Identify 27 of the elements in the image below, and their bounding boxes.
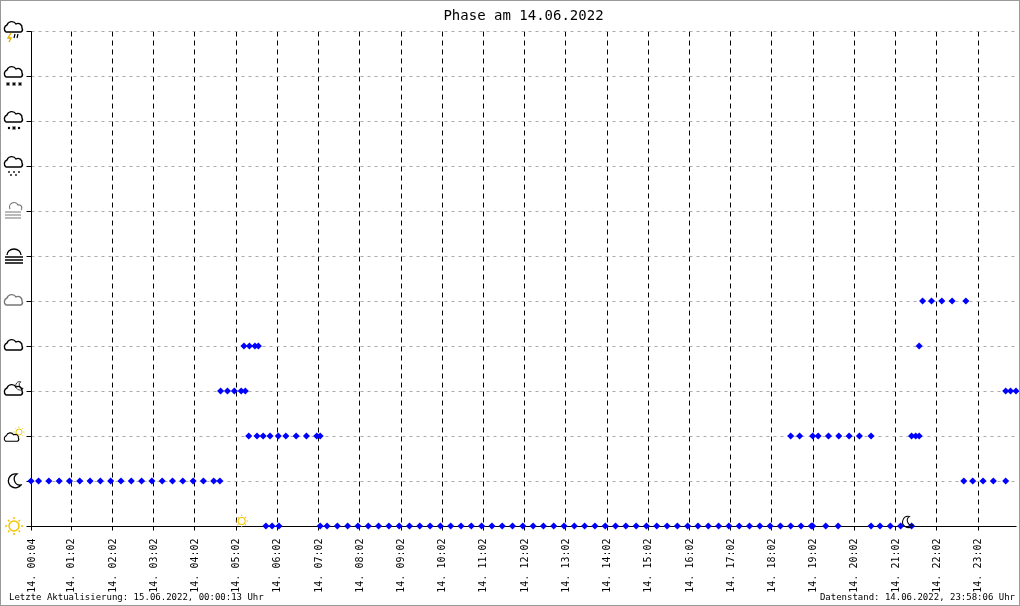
- x-tick-label: 14. 16:02: [683, 538, 695, 593]
- x-tick-label: 14. 10:02: [436, 538, 448, 593]
- x-tick-label: 14. 17:02: [724, 538, 736, 593]
- x-tick-label: 14. 18:02: [765, 538, 777, 593]
- text: Datenstand: 14.06.2022, 23:58:06 Uhr: [819, 592, 1015, 602]
- x-tick-label: 14. 19:02: [807, 538, 819, 593]
- x-tick-label: 14. 13:02: [559, 538, 571, 593]
- x-tick-label: 14. 11:02: [477, 538, 489, 593]
- x-tick-label: 14. 21:02: [889, 538, 901, 593]
- x-tick-label: 14. 03:02: [147, 538, 159, 593]
- x-tick-label: 14. 22:02: [930, 538, 942, 593]
- x-tick-label: 14. 20:02: [848, 538, 860, 593]
- x-tick-label: 14. 02:02: [106, 538, 118, 593]
- text: Letzte Aktualisierung: 15.06.2022, 00:00:13 Uhr: [9, 592, 264, 602]
- x-tick-label: 14. 05:02: [230, 538, 242, 593]
- x-tick-label: 14. 00:04: [25, 538, 37, 593]
- x-tick-label: 14. 01:02: [65, 538, 77, 593]
- x-tick-label: 14. 15:02: [642, 538, 654, 593]
- x-tick-label: 14. 14:02: [601, 538, 613, 593]
- x-tick-label: 14. 23:02: [972, 538, 984, 593]
- x-tick-label: 14. 09:02: [395, 538, 407, 593]
- chart-title: Phase am 14.06.2022: [443, 6, 604, 23]
- x-tick-label: 14. 08:02: [353, 538, 365, 593]
- x-tick-label: 14. 04:02: [188, 538, 200, 593]
- x-tick-label: 14. 07:02: [312, 538, 324, 593]
- x-tick-label: 14. 06:02: [271, 538, 283, 593]
- x-tick-label: 14. 12:02: [518, 538, 530, 593]
